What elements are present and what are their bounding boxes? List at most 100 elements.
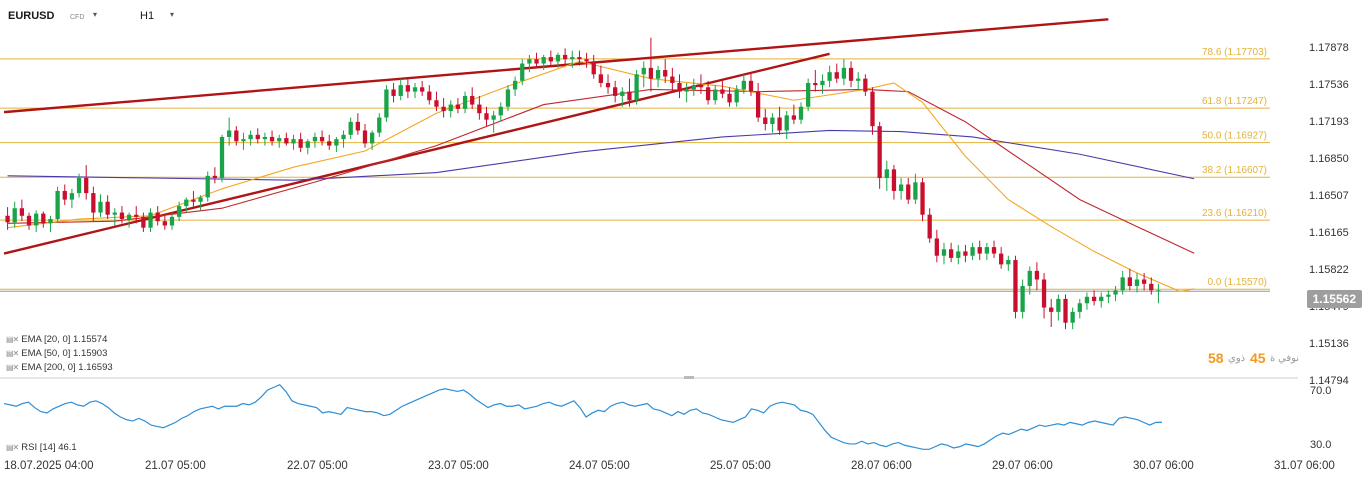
- ema50-line: [7, 88, 1195, 254]
- candle-body: [5, 215, 10, 223]
- candle-body: [848, 67, 854, 81]
- legend-rsi[interactable]: ▤✕ RSI [14] 46.1: [6, 442, 77, 453]
- candle-body: [841, 67, 847, 79]
- overlay-mid-text: ذوي: [1228, 353, 1246, 364]
- candle-body: [863, 78, 868, 92]
- timeframe-chevron-down-icon[interactable]: ▾: [170, 10, 175, 19]
- price-axis-tick-label: 1.16850: [1309, 153, 1349, 165]
- candle-body: [512, 80, 518, 90]
- candle-body: [48, 219, 53, 224]
- candle-body: [770, 117, 775, 125]
- candle-body: [741, 80, 746, 90]
- candle-body: [562, 54, 568, 60]
- ema200-line: [7, 129, 1195, 181]
- legend-ema50[interactable]: ▤✕ EMA [50, 0] 1.15903: [6, 348, 108, 359]
- price-axis-tick-label: 1.15136: [1309, 338, 1349, 350]
- legend-ema200[interactable]: ▤✕ EMA [200, 0] 1.16593: [6, 362, 113, 373]
- fib-level-label: 23.6 (1.16210): [1202, 208, 1267, 219]
- candle-body: [84, 177, 89, 194]
- settings-icon[interactable]: ▤✕: [6, 349, 19, 358]
- candle-body: [448, 104, 453, 112]
- candle-body: [384, 89, 389, 118]
- candle-body: [648, 67, 654, 79]
- time-axis-tick-label: 23.07 05:00: [428, 460, 489, 472]
- candle-body: [184, 199, 189, 207]
- price-axis-tick-label: 1.14794: [1309, 375, 1349, 387]
- candle-body: [284, 138, 289, 144]
- time-axis-tick-label: 24.07 05:00: [569, 460, 630, 472]
- settings-icon[interactable]: ▤✕: [6, 363, 19, 372]
- candle-body: [470, 95, 475, 105]
- rsi-axis-tick-label: 30.0: [1310, 439, 1331, 451]
- candle-body: [605, 82, 611, 88]
- candle-body: [219, 136, 225, 178]
- candle-body: [1013, 260, 1018, 312]
- candle-body: [355, 121, 360, 131]
- settings-icon[interactable]: ▤✕: [6, 335, 19, 344]
- candle-body: [198, 197, 203, 202]
- legend-ema20[interactable]: ▤✕ EMA [20, 0] 1.15574: [6, 334, 108, 345]
- symbol-label[interactable]: EURUSD: [8, 10, 55, 22]
- candle-body: [934, 238, 939, 256]
- candle-body: [763, 117, 768, 125]
- candle-body: [341, 134, 346, 140]
- candle-body: [134, 214, 139, 217]
- candle-body: [984, 247, 990, 254]
- price-axis-tick-label: 1.16507: [1309, 190, 1349, 202]
- candle-body: [1127, 277, 1132, 286]
- candle-body: [913, 182, 918, 200]
- symbol-chevron-down-icon[interactable]: ▾: [93, 10, 98, 19]
- candle-body: [1156, 290, 1161, 292]
- candle-body: [369, 132, 375, 144]
- candle-body: [827, 72, 832, 81]
- candle-body: [856, 78, 861, 81]
- candle-body: [26, 215, 32, 226]
- overlay-left-number: 58: [1208, 350, 1224, 366]
- timeframe-label[interactable]: H1: [140, 10, 155, 22]
- candle-body: [748, 80, 754, 92]
- candle-body: [577, 57, 582, 60]
- candle-body: [813, 82, 818, 86]
- candle-body: [698, 85, 704, 88]
- candle-body: [1070, 311, 1075, 323]
- time-axis-tick-label: 25.07 05:00: [710, 460, 771, 472]
- time-axis-tick-label: 18.07.2025 04:00: [4, 460, 94, 472]
- candle-body: [498, 106, 503, 116]
- settings-icon[interactable]: ▤✕: [6, 443, 19, 452]
- candle-body: [434, 100, 439, 107]
- overlay-right-number: 45: [1250, 350, 1266, 366]
- candle-body: [720, 89, 725, 94]
- candle-body: [112, 212, 117, 215]
- candle-body: [377, 117, 382, 133]
- candle-body: [584, 59, 589, 62]
- candle-body: [1027, 270, 1032, 286]
- trendline: [3, 18, 1109, 114]
- instrument-type-label: CFD: [70, 14, 85, 21]
- candle-body: [505, 89, 511, 107]
- candle-body: [1134, 279, 1140, 286]
- candle-body: [420, 87, 425, 92]
- candle-body: [541, 57, 546, 64]
- candle-body: [641, 67, 646, 75]
- candle-body: [1056, 298, 1061, 312]
- price-axis-tick-label: 1.16165: [1309, 227, 1349, 239]
- candle-body: [555, 54, 561, 62]
- candle-body: [19, 208, 25, 216]
- candle-body: [427, 91, 432, 101]
- candle-body: [1113, 290, 1118, 295]
- candle-body: [956, 251, 961, 258]
- candle-body: [598, 74, 604, 83]
- candle-body: [727, 93, 732, 103]
- fib-level-label: 78.6 (1.17703): [1202, 47, 1267, 58]
- candle-body: [484, 113, 489, 120]
- candle-body: [91, 193, 96, 213]
- candle-body: [277, 138, 282, 142]
- price-axis-tick-label: 1.17878: [1309, 42, 1349, 54]
- candle-body: [891, 169, 897, 191]
- time-axis-tick-label: 28.07 06:00: [851, 460, 912, 472]
- candle-body: [241, 139, 246, 142]
- candle-body: [491, 115, 496, 120]
- candle-body: [334, 139, 339, 146]
- candle-body: [62, 190, 67, 200]
